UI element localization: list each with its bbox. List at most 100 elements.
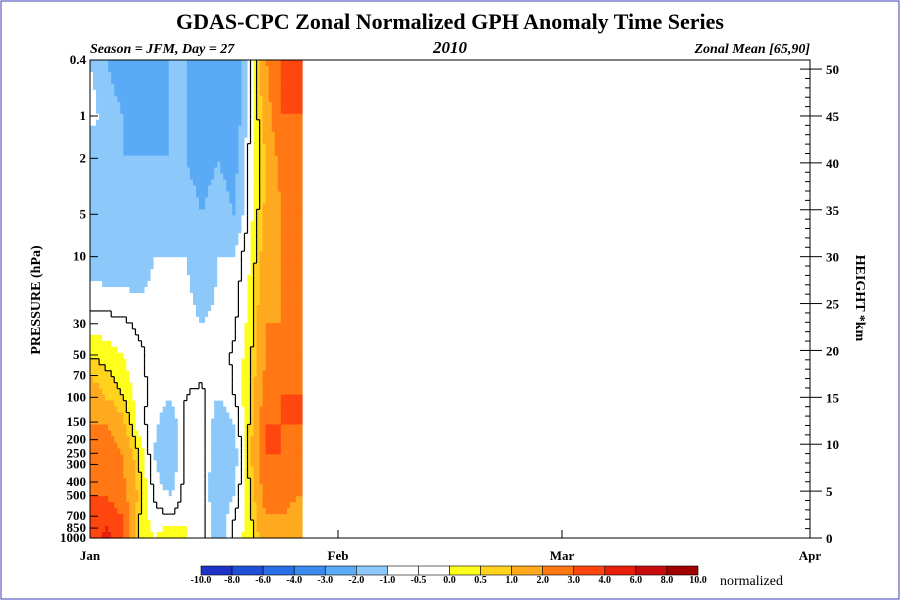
heatmap-cell [123,179,127,187]
heatmap-cell [268,496,273,503]
heatmap-cell [153,191,158,199]
heatmap-cell [126,526,130,533]
heatmap-cell [226,346,230,354]
heatmap-cell [132,179,137,187]
heatmap-cell [171,113,176,121]
heatmap-cell [90,310,94,318]
heatmap-cell [232,502,236,509]
heatmap-cell [108,370,112,378]
heatmap-cell [114,430,118,438]
heatmap-cell [108,167,112,175]
heatmap-cell [102,71,106,79]
heatmap-cell [262,322,267,330]
heatmap-cell [114,496,118,503]
heatmap-cell [268,245,273,252]
heatmap-cell [244,65,249,73]
heatmap-cell [120,406,124,414]
heatmap-cell [102,532,106,539]
heatmap-cell [202,508,206,515]
heatmap-cell [135,89,140,97]
heatmap-cell [217,310,221,318]
heatmap-cell [220,436,224,443]
heatmap-cell [256,394,261,402]
heatmap-cell [214,466,218,473]
heatmap-cell [102,496,106,503]
heatmap-cell [199,304,203,312]
heatmap-cell [235,95,239,103]
heatmap-cell [196,322,200,330]
heatmap-cell [199,400,203,408]
heatmap-cell [141,526,146,533]
heatmap-cell [129,370,133,378]
heatmap-cell [99,209,103,216]
heatmap-cell [205,239,209,246]
heatmap-cell [174,370,179,378]
heatmap-cell [183,191,188,199]
heatmap-cell [96,227,100,234]
heatmap-cell [117,400,121,408]
heatmap-cell [183,304,188,312]
heatmap-cell [205,173,209,181]
heatmap-cell [220,185,224,193]
heatmap-cell [232,316,236,324]
heatmap-cell [123,251,127,258]
heatmap-cell [102,137,106,145]
heatmap-cell [96,149,100,157]
heatmap-cell [108,137,112,145]
heatmap-cell [99,358,103,366]
heatmap-cell [274,340,279,348]
heatmap-cell [90,281,94,288]
heatmap-cell [232,131,236,139]
heatmap-cell [232,161,236,169]
heatmap-cell [274,514,279,521]
heatmap-cell [208,520,212,527]
heatmap-cell [135,316,140,324]
heatmap-cell [99,436,103,443]
heatmap-cell [256,322,261,330]
heatmap-cell [189,197,194,204]
heatmap-cell [186,107,191,115]
heatmap-cell [241,508,246,515]
heatmap-cell [162,400,167,408]
heatmap-cell [202,514,206,521]
heatmap-cell [238,179,243,187]
heatmap-cell [144,281,149,288]
heatmap-cell [117,185,121,193]
heatmap-cell [192,430,197,438]
heatmap-cell [241,424,246,432]
heatmap-cell [247,137,252,145]
heatmap-cell [135,442,140,449]
heatmap-cell [211,460,215,467]
heatmap-cell [199,316,203,324]
heatmap-cell [168,71,173,79]
heatmap-cell [217,340,221,348]
heatmap-cell [180,490,185,497]
heatmap-cell [111,418,115,426]
heatmap-cell [162,83,167,91]
heatmap-cell [90,358,94,366]
heatmap-cell [123,203,127,210]
heatmap-cell [105,388,109,396]
heatmap-cell [123,281,127,288]
heatmap-cell [256,173,261,181]
heatmap-cell [196,496,200,503]
heatmap-cell [244,239,249,246]
heatmap-cell [186,526,191,533]
heatmap-cell [253,125,258,133]
heatmap-cell [244,167,249,175]
heatmap-cell [105,293,109,300]
heatmap-cell [189,77,194,85]
heatmap-cell [271,370,276,378]
heatmap-cell [159,388,164,396]
heatmap-cell [232,293,236,300]
heatmap-cell [192,532,197,539]
heatmap-cell [171,322,176,330]
heatmap-cell [238,418,243,426]
heatmap-cell [111,400,115,408]
heatmap-cell [208,514,212,521]
heatmap-cell [268,101,273,109]
heatmap-cell [211,60,215,67]
heatmap-cell [123,466,127,473]
heatmap-cell [259,269,264,276]
heatmap-cell [253,215,258,222]
